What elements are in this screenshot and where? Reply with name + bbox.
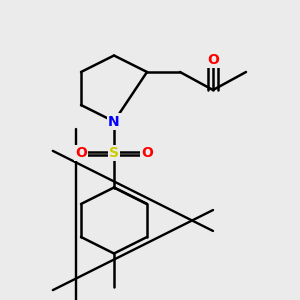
Text: O: O xyxy=(207,53,219,67)
Text: N: N xyxy=(108,115,120,128)
Text: O: O xyxy=(141,146,153,160)
Text: O: O xyxy=(75,146,87,160)
Text: S: S xyxy=(109,146,119,160)
